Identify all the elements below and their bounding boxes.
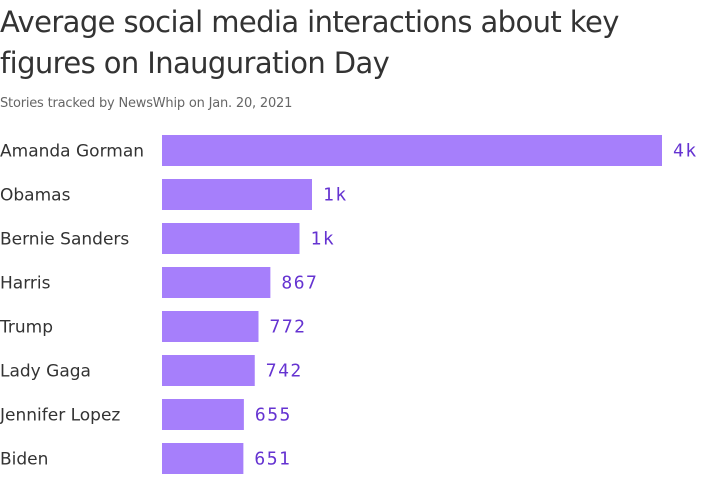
bar (162, 311, 259, 342)
category-label: Amanda Gorman (0, 142, 144, 162)
bars-group: Amanda Gorman 4k Obamas 1k Bernie Sanders 1k H… (0, 135, 698, 474)
bar (162, 267, 271, 298)
value-label: 867 (281, 273, 318, 294)
value-label: 742 (266, 361, 303, 382)
bar (162, 443, 244, 474)
bar (162, 223, 300, 254)
category-label: Trump (0, 318, 53, 338)
chart-subtitle: Stories tracked by NewsWhip on Jan. 20, … (0, 96, 293, 111)
category-label: Jennifer Lopez (0, 406, 120, 426)
category-label: Lady Gaga (0, 362, 91, 382)
bar (162, 355, 255, 386)
bar (162, 179, 312, 210)
bar-chart: Amanda Gorman 4k Obamas 1k Bernie Sanders 1k H… (0, 135, 698, 474)
value-label: 772 (270, 317, 307, 338)
value-label: 1k (311, 229, 336, 250)
category-label: Bernie Sanders (0, 230, 129, 250)
bar (162, 399, 244, 430)
category-label: Biden (0, 450, 48, 470)
value-label: 4k (673, 141, 698, 162)
category-label: Harris (0, 274, 51, 294)
value-label: 651 (254, 449, 291, 470)
category-label: Obamas (0, 186, 71, 206)
chart-title: Average social media interactions about … (0, 5, 619, 80)
value-label: 1k (323, 185, 348, 206)
bar (162, 135, 662, 166)
value-label: 655 (255, 405, 292, 426)
